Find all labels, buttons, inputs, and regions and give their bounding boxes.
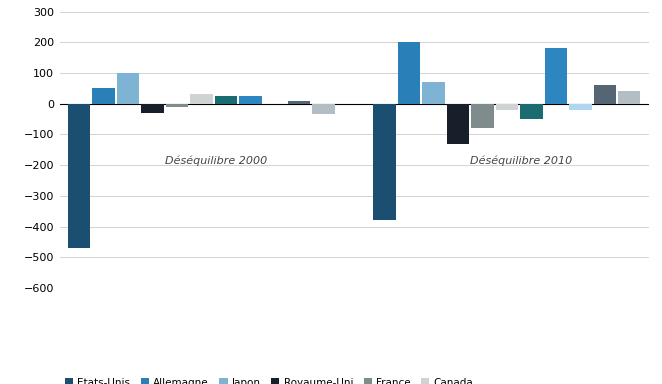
Bar: [471, 104, 494, 128]
Text: Déséquilibre 2000: Déséquilibre 2000: [165, 155, 267, 166]
Bar: [239, 96, 261, 104]
Bar: [422, 82, 445, 104]
Bar: [373, 104, 396, 220]
Bar: [545, 48, 567, 104]
Bar: [166, 104, 188, 107]
Bar: [214, 96, 237, 104]
Bar: [190, 94, 213, 104]
Bar: [398, 42, 420, 104]
Bar: [520, 104, 543, 119]
Bar: [117, 73, 139, 104]
Bar: [569, 104, 592, 110]
Bar: [141, 104, 164, 113]
Bar: [594, 85, 616, 104]
Bar: [447, 104, 469, 144]
Bar: [618, 91, 640, 104]
Bar: [68, 104, 91, 248]
Bar: [288, 101, 310, 104]
Bar: [92, 88, 115, 104]
Text: Déséquilibre 2010: Déséquilibre 2010: [470, 155, 573, 166]
Bar: [312, 104, 335, 114]
Bar: [496, 104, 518, 110]
